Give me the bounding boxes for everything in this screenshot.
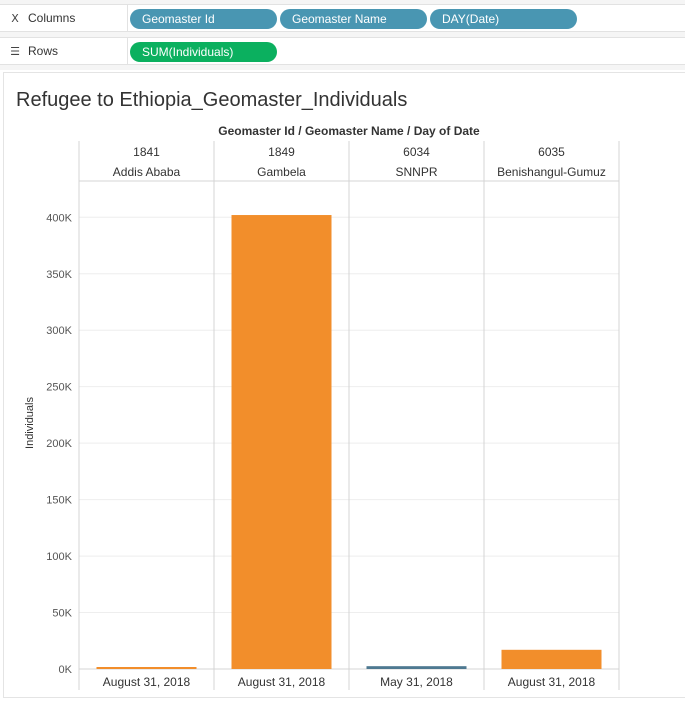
y-tick-label: 200K	[46, 438, 72, 450]
y-tick-label: 100K	[46, 551, 72, 563]
y-tick-label: 150K	[46, 495, 72, 507]
x-tick-label: August 31, 2018	[103, 675, 191, 689]
y-axis-title: Individuals	[24, 397, 36, 449]
shelf-area: Ⅹ Columns Geomaster Id Geomaster Name DA…	[0, 0, 685, 70]
bar-6035	[501, 649, 602, 669]
pane-header-name: SNNPR	[395, 165, 437, 179]
rows-label-text: Rows	[28, 44, 59, 58]
y-tick-label: 350K	[46, 269, 72, 281]
pane-header-id: 6034	[403, 145, 430, 159]
x-tick-label: August 31, 2018	[238, 675, 326, 689]
rows-shelf: ☰ Rows SUM(Individuals)	[0, 37, 685, 65]
y-tick-label: 250K	[46, 382, 72, 394]
x-tick-label: May 31, 2018	[380, 675, 453, 689]
pill-geomaster-name[interactable]: Geomaster Name	[280, 9, 427, 29]
pane-header-id: 6035	[538, 145, 565, 159]
header-title: Geomaster Id / Geomaster Name / Day of D…	[218, 124, 480, 138]
rows-icon: ☰	[10, 45, 20, 58]
pill-day-date[interactable]: DAY(Date)	[430, 9, 577, 29]
y-tick-label: 400K	[46, 212, 72, 224]
y-tick-label: 0K	[59, 664, 73, 676]
bar-1849	[231, 215, 332, 669]
pane-header-name: Gambela	[257, 165, 306, 179]
pill-geomaster-id[interactable]: Geomaster Id	[130, 9, 277, 29]
columns-shelf-label: Ⅹ Columns	[0, 5, 128, 31]
bar-1841	[96, 667, 197, 669]
pane-header-name: Benishangul-Gumuz	[497, 165, 606, 179]
pane-header-name: Addis Ababa	[113, 165, 181, 179]
worksheet: Refugee to Ethiopia_Geomaster_Individual…	[3, 72, 685, 698]
columns-label-text: Columns	[28, 11, 76, 25]
chart-svg: Geomaster Id / Geomaster Name / Day of D…	[24, 124, 620, 690]
y-tick-label: 300K	[46, 325, 72, 337]
columns-icon: Ⅹ	[11, 12, 19, 25]
y-tick-label: 50K	[52, 608, 72, 620]
columns-shelf: Ⅹ Columns Geomaster Id Geomaster Name DA…	[0, 4, 685, 32]
pill-sum-individuals[interactable]: SUM(Individuals)	[130, 42, 277, 62]
x-tick-label: August 31, 2018	[508, 675, 596, 689]
chart-title: Refugee to Ethiopia_Geomaster_Individual…	[16, 89, 408, 111]
bar-6034	[366, 666, 467, 669]
rows-shelf-label: ☰ Rows	[0, 38, 128, 64]
pane-header-id: 1841	[133, 145, 160, 159]
pane-header-id: 1849	[268, 145, 295, 159]
